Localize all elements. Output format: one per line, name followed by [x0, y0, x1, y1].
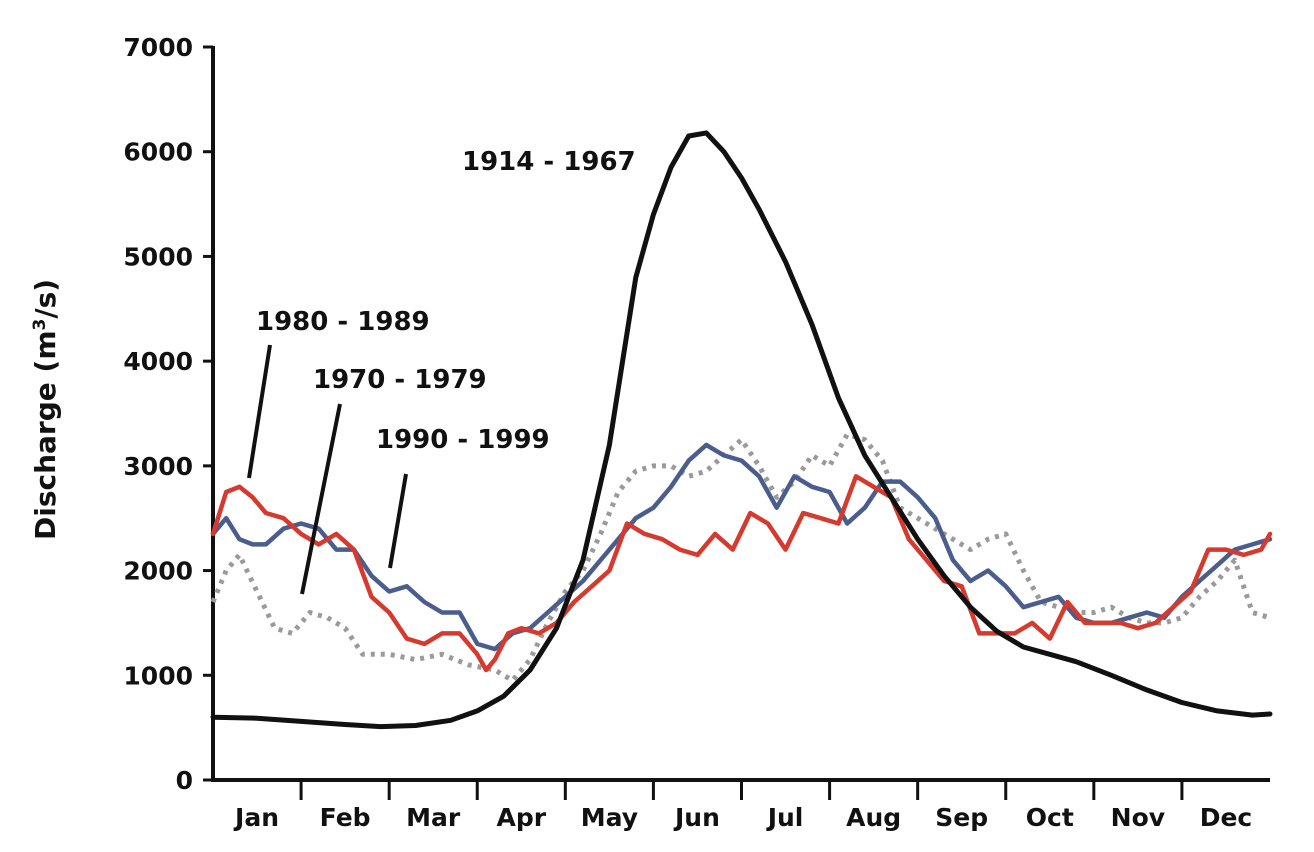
x-tick-label-dec: Dec: [1200, 803, 1253, 832]
x-tick-label-jun: Jun: [673, 803, 720, 832]
y-axis-title-superscript: 3: [30, 319, 50, 331]
annotation-label-1914-1967: 1914 - 1967: [462, 147, 636, 177]
series-line-1970-1979: [210, 442, 1273, 652]
x-tick-label-may: May: [581, 803, 638, 832]
annotation-layer: 1914 - 1967 1980 - 1989 1970 - 1979 1990…: [247, 147, 636, 595]
y-axis-title: Discharge (m3/s): [29, 279, 62, 540]
x-tick-label-apr: Apr: [497, 803, 547, 832]
x-tick-label-jul: Jul: [766, 803, 804, 832]
y-ticks: 0 1000 2000 3000 4000 5000 6000 7000: [123, 33, 213, 795]
x-tick-label-mar: Mar: [406, 803, 461, 832]
annotation-pointer-1970-1979: [300, 403, 342, 595]
x-tick-label-feb: Feb: [320, 803, 371, 832]
series-line-1914-1967: [210, 130, 1273, 730]
y-tick-label: 4000: [123, 347, 193, 376]
annotation-label-1990-1999: 1990 - 1999: [376, 425, 550, 455]
annotation-pointer-1990-1999: [388, 473, 408, 569]
x-tick-label-jan: Jan: [233, 803, 279, 832]
y-tick-label: 3000: [123, 452, 193, 481]
y-tick-label: 2000: [123, 557, 193, 586]
y-tick-label: 7000: [123, 33, 193, 62]
series-layer: [210, 130, 1273, 730]
y-axis-title-end: /s): [29, 279, 62, 319]
y-axis-title-main: Discharge (m: [29, 331, 62, 541]
series-line-1990-1999: [210, 431, 1271, 683]
x-ticks: Jan Feb Mar Apr May Jun Jul Aug Sep Oct Nov Dec: [233, 780, 1252, 832]
x-tick-label-oct: Oct: [1026, 803, 1074, 832]
y-tick-label: 6000: [123, 138, 193, 167]
axes: 0 1000 2000 3000 4000 5000 6000 7000 Jan Feb Mar A…: [123, 33, 1270, 832]
x-tick-label-sep: Sep: [935, 803, 988, 832]
series-line-1980-1989: [210, 474, 1273, 673]
x-tick-label-aug: Aug: [846, 803, 901, 832]
y-tick-label: 5000: [123, 242, 193, 271]
annotation-pointer-1980-1989: [247, 344, 272, 479]
y-tick-label: 0: [176, 766, 193, 795]
annotation-label-1970-1979: 1970 - 1979: [313, 365, 487, 395]
y-tick-label: 1000: [123, 661, 193, 690]
annotation-label-1980-1989: 1980 - 1989: [256, 307, 430, 337]
x-tick-label-nov: Nov: [1111, 803, 1165, 832]
